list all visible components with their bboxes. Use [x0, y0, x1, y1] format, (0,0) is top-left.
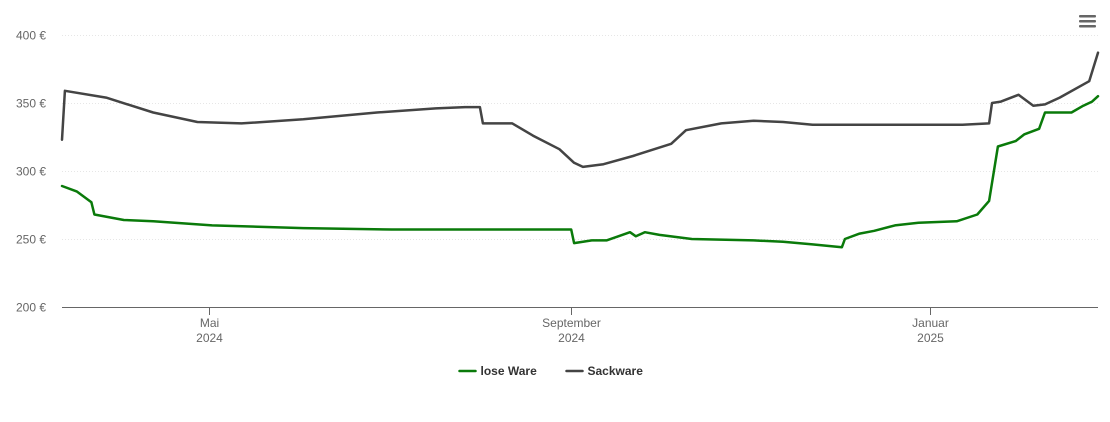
y-tick-label: 200 € — [16, 301, 46, 315]
x-tick-label-month: Mai — [200, 316, 219, 330]
x-tick-label-month: September — [542, 316, 601, 330]
y-tick-label: 400 € — [16, 29, 46, 43]
legend[interactable]: lose Ware Sackware — [458, 364, 644, 378]
series-line[interactable] — [60, 51, 1100, 169]
series-lines — [60, 51, 1100, 249]
legend-item[interactable]: lose Ware — [458, 364, 538, 378]
x-tick-label-year: 2025 — [917, 331, 944, 345]
grid-lines — [62, 35, 1098, 240]
legend-item[interactable]: Sackware — [565, 364, 644, 378]
hamburger-menu-icon[interactable] — [1075, 11, 1099, 33]
y-tick-label: 250 € — [16, 233, 46, 247]
y-tick-label: 300 € — [16, 165, 46, 179]
x-tick-label-year: 2024 — [558, 331, 585, 345]
y-axis: 200 € 250 € 300 € 350 € 400 € — [16, 29, 46, 315]
legend-label: lose Ware — [481, 364, 538, 378]
legend-label: Sackware — [588, 364, 644, 378]
y-tick-label: 350 € — [16, 97, 46, 111]
series-line[interactable] — [60, 94, 1100, 249]
x-tick-label-month: Januar — [912, 316, 949, 330]
x-tick-label-year: 2024 — [196, 331, 223, 345]
